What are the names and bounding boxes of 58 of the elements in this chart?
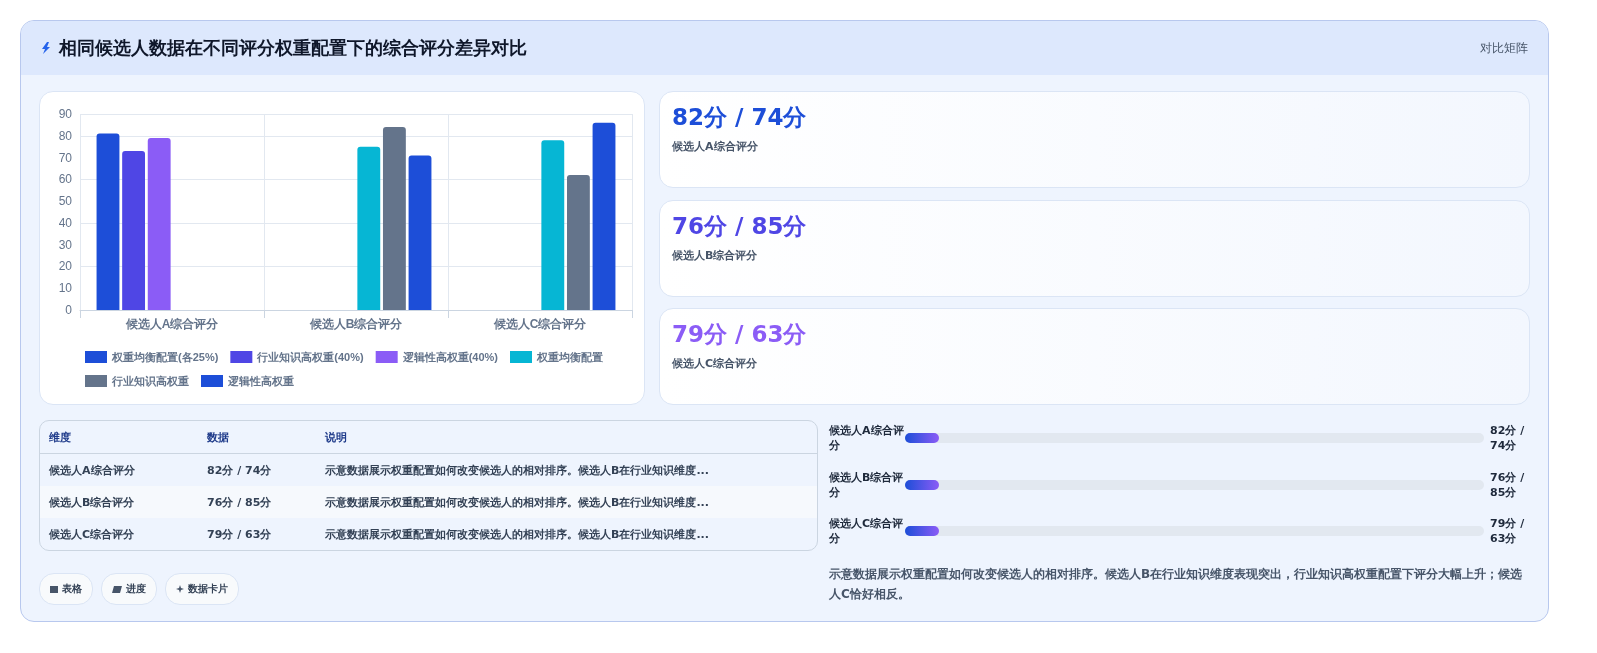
text: 相同候选人数据在不同评分权重配置下的综合评分差异对比 xyxy=(59,36,527,60)
text: 76分 / 85分 xyxy=(207,495,272,509)
category-label: 候选人B综合评分 xyxy=(672,247,759,263)
text: 示意数据展示权重配置如何改变候选人的相对排序。候选人B在行业知识维度表现突出，行业知识高权重配置下评分大幅上升；候选人C恰好相反。 xyxy=(829,566,1524,603)
text: 79分 / 63分 xyxy=(207,527,272,541)
text: 82分 / 74分 xyxy=(1490,424,1525,452)
bar xyxy=(357,146,381,310)
y-tick-label: 20 xyxy=(58,259,73,274)
bar xyxy=(382,127,406,310)
text: 82分 / 74分 xyxy=(672,104,807,130)
legend-label: 权重均衡配置 xyxy=(536,351,604,363)
text: 示意数据展示权重配置如何改变候选人的相对排序。候选人B在行业知识维度... xyxy=(325,495,709,509)
category-label: 维度 xyxy=(40,421,198,454)
text: 进度 xyxy=(126,582,146,596)
category-label: 候选人A综合评分 xyxy=(49,463,135,477)
y-tick-label: 90 xyxy=(58,107,73,121)
y-tick-label: 40 xyxy=(58,215,73,230)
legend-label: 逻辑性高权重 xyxy=(227,375,294,387)
y-tick-label: 60 xyxy=(58,172,73,187)
bar xyxy=(566,174,590,310)
text: 79分 / 63分 xyxy=(1490,517,1525,545)
text: 示意数据展示权重配置如何改变候选人的相对排序。候选人B在行业知识维度... xyxy=(325,463,709,477)
legend-label: 行业知识高权重(40%) xyxy=(256,351,365,363)
text: 82分 / 74分 xyxy=(207,463,272,477)
category-label: 候选人A综合评分 xyxy=(672,139,759,154)
y-tick-label: 30 xyxy=(58,237,73,252)
legend-label: 逻辑性高权重(40%) xyxy=(401,351,499,363)
category-label: 候选人A综合评分 xyxy=(829,424,904,452)
category-label: 候选人C综合评分 xyxy=(672,356,759,371)
x-tick-label: 候选人A综合评分 xyxy=(124,317,220,331)
category-label: 数据 xyxy=(198,421,316,454)
category-label: 候选人B综合评分 xyxy=(829,470,904,499)
text: 79分 / 63分 xyxy=(672,321,807,347)
bar xyxy=(96,133,120,310)
y-tick-label: 0 xyxy=(65,303,73,317)
y-tick-label: 50 xyxy=(58,194,73,209)
text: 76分 / 85分 xyxy=(1490,470,1525,499)
legend-label: 行业知识高权重 xyxy=(111,375,189,387)
category-label: 候选人B综合评分 xyxy=(49,495,135,509)
text: 数据卡片 xyxy=(188,582,228,596)
y-tick-label: 80 xyxy=(58,128,73,143)
bar xyxy=(408,155,432,310)
category-label: 候选人C综合评分 xyxy=(829,517,904,545)
x-tick-label: 候选人B综合评分 xyxy=(308,317,404,331)
legend-label: 权重均衡配置(各25%) xyxy=(111,351,219,363)
text: 76分 / 85分 xyxy=(672,212,807,239)
y-tick-label: 70 xyxy=(58,150,73,165)
category-label: 候选人C综合评分 xyxy=(49,527,135,541)
category-label: 说明 xyxy=(316,421,817,454)
bar xyxy=(541,140,565,310)
text: 对比矩阵 xyxy=(1480,39,1528,57)
bar xyxy=(147,137,171,310)
text: 示意数据展示权重配置如何改变候选人的相对排序。候选人B在行业知识维度... xyxy=(325,527,709,541)
y-tick-label: 10 xyxy=(58,281,73,296)
x-tick-label: 候选人C综合评分 xyxy=(492,317,588,331)
text: 表格 xyxy=(62,582,82,596)
bar xyxy=(592,122,616,310)
bar xyxy=(122,151,146,310)
